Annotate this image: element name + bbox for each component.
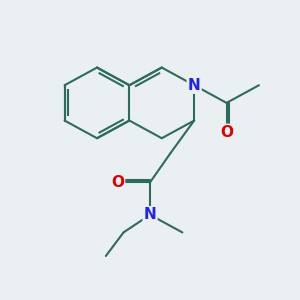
Text: N: N [188, 78, 200, 93]
Text: O: O [111, 175, 124, 190]
Text: O: O [220, 125, 233, 140]
Text: N: N [144, 207, 156, 222]
